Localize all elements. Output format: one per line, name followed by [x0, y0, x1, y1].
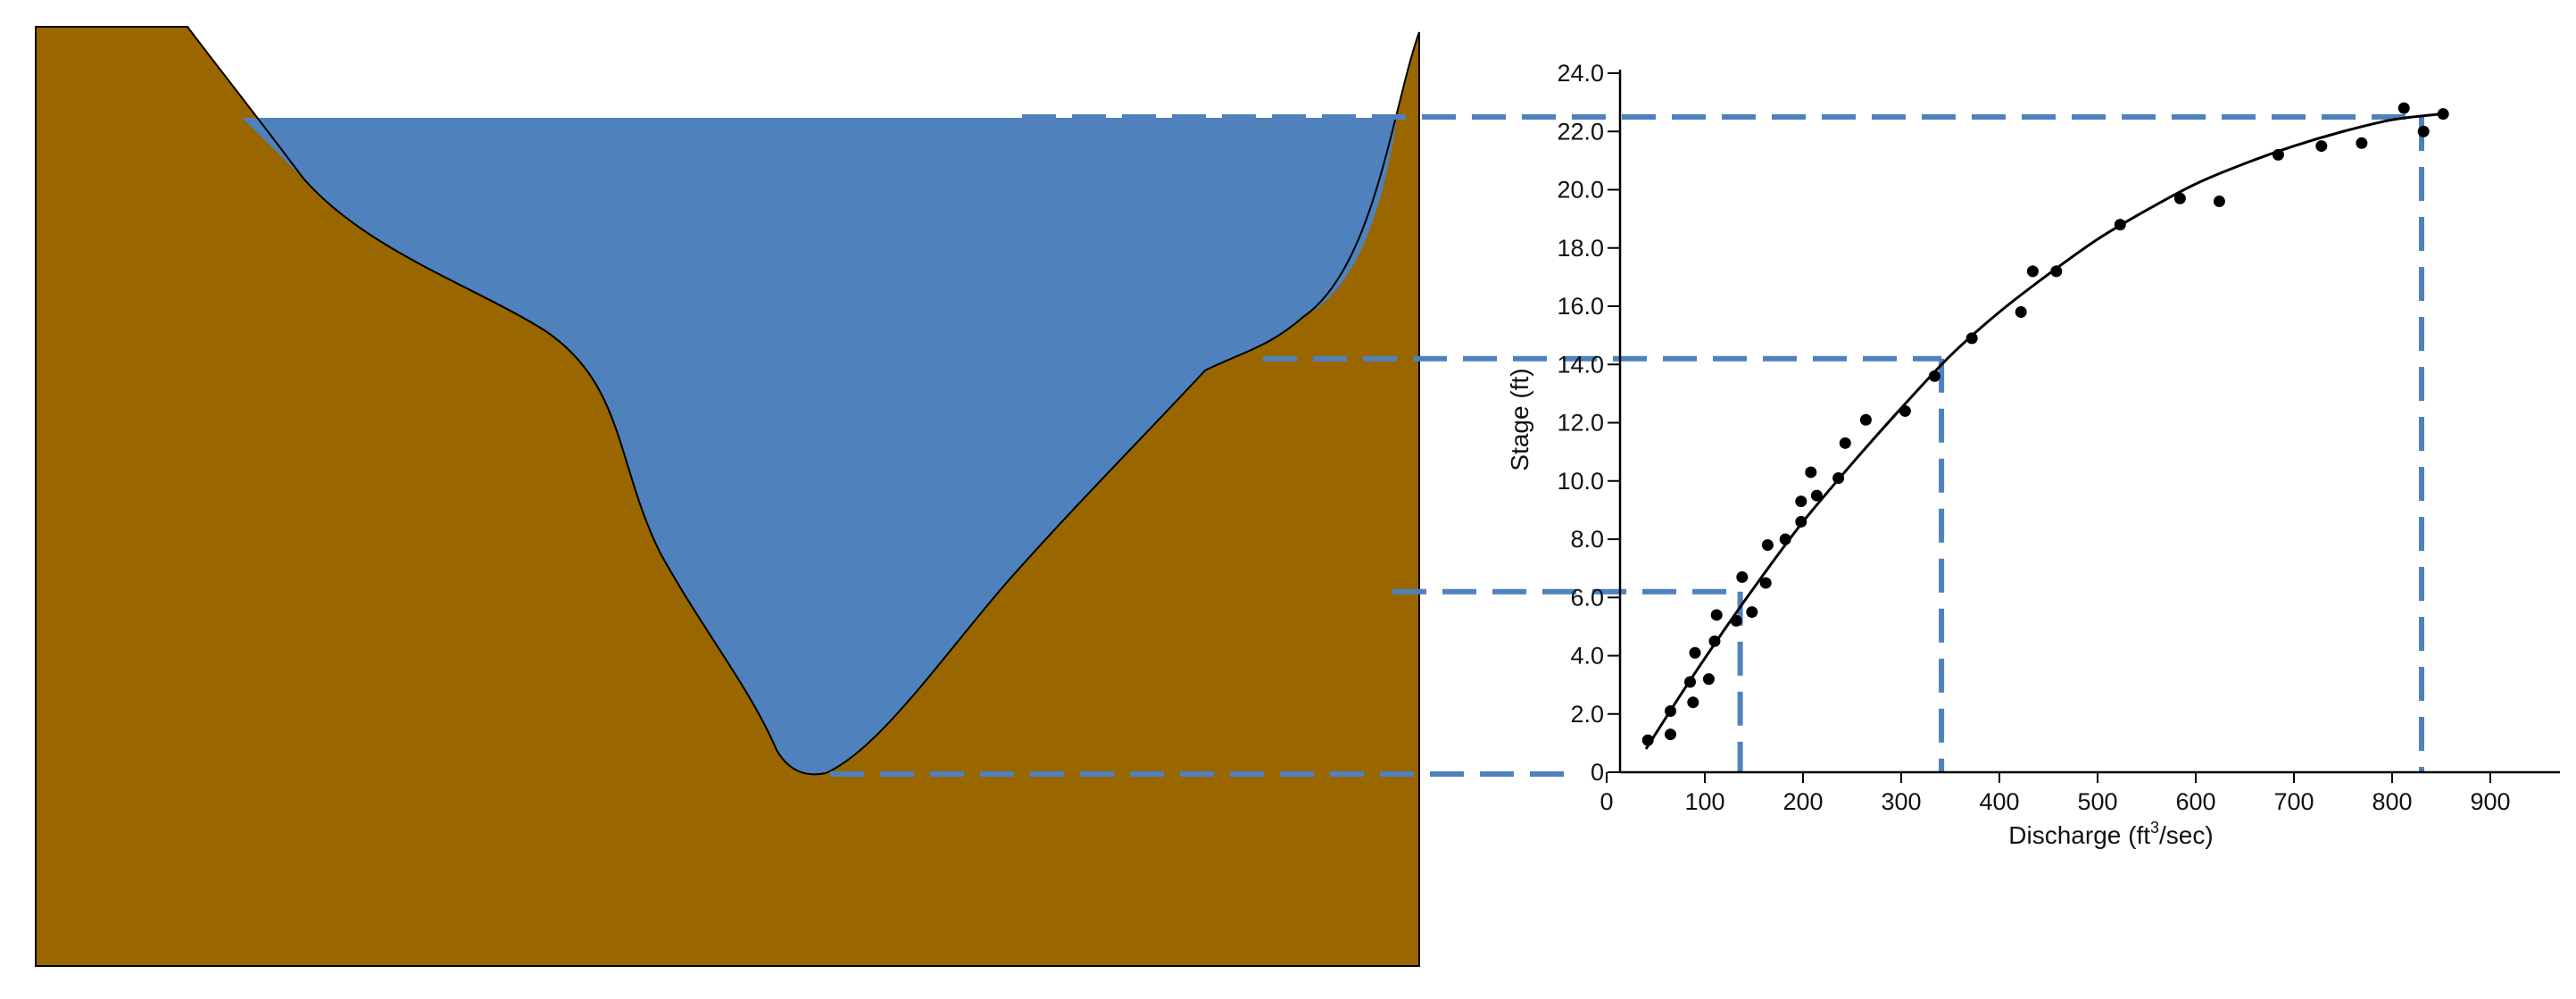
x-tick-label: 200 — [1782, 788, 1823, 815]
y-tick-label: 4.0 — [1570, 643, 1604, 670]
data-point — [2356, 137, 2368, 149]
data-point — [2026, 265, 2039, 278]
x-tick-label: 300 — [1881, 788, 1921, 815]
data-point — [1832, 471, 1845, 484]
x-tick-label: 600 — [2175, 788, 2215, 815]
y-tick-label: 2.0 — [1570, 701, 1604, 728]
y-tick-label: 0 — [1591, 759, 1604, 786]
y-tick-label: 18.0 — [1557, 235, 1604, 262]
y-tick-label: 16.0 — [1557, 293, 1604, 320]
y-tick-label: 14.0 — [1557, 351, 1604, 378]
data-point — [1641, 734, 1654, 746]
x-tick-label: 0 — [1600, 788, 1613, 815]
data-point — [1859, 413, 1872, 426]
x-tick-label: 700 — [2273, 788, 2314, 815]
river-cross-section — [35, 26, 1420, 967]
data-point — [2315, 140, 2328, 153]
data-point — [1687, 696, 1699, 709]
y-tick-label: 8.0 — [1570, 526, 1604, 553]
data-point — [1795, 495, 1807, 508]
data-point — [2050, 265, 2063, 278]
data-point — [2417, 125, 2430, 137]
data-point — [1665, 704, 1676, 717]
fitted-rating-curve — [1644, 112, 2442, 750]
data-point — [2437, 108, 2449, 121]
data-point — [2397, 102, 2410, 114]
data-points — [1641, 102, 2449, 746]
data-point — [1805, 466, 1817, 479]
x-axis-title: Discharge (ft3/sec) — [2008, 819, 2213, 849]
ground-outline — [35, 26, 1420, 967]
data-point — [1689, 646, 1701, 659]
y-tick-label: 24.0 — [1557, 60, 1604, 87]
x-tick-label: 900 — [2470, 788, 2510, 815]
data-point — [1779, 533, 1791, 545]
y-tick-label: 22.0 — [1557, 118, 1604, 145]
x-tick-label: 800 — [2372, 788, 2412, 815]
data-point — [1746, 606, 1758, 619]
ground-profile — [36, 27, 1419, 966]
data-point — [2114, 219, 2126, 231]
y-axis-title: Stage (ft) — [1506, 368, 1533, 470]
data-point — [1839, 437, 1851, 449]
y-tick-label: 10.0 — [1557, 468, 1604, 495]
data-point — [1665, 728, 1676, 741]
data-point — [1761, 539, 1774, 552]
y-axis-ticks: 0 2.0 4.0 6.0 8.0 10.0 12.0 14.0 16.0 18.0 20.0 22.… — [1557, 60, 1620, 786]
data-point — [2173, 192, 2186, 204]
data-point — [1710, 609, 1723, 621]
data-point — [1899, 404, 1911, 417]
guide-lines — [830, 113, 2424, 777]
data-point — [1928, 370, 1940, 382]
x-tick-label: 400 — [1979, 788, 2019, 815]
data-point — [1708, 635, 1721, 647]
water-body — [242, 118, 1397, 775]
y-tick-label: 6.0 — [1570, 584, 1604, 611]
data-point — [1730, 614, 1742, 627]
data-point — [1810, 489, 1823, 502]
data-point — [1965, 332, 1978, 345]
x-tick-label: 100 — [1684, 788, 1724, 815]
y-tick-label: 12.0 — [1557, 410, 1604, 437]
data-point — [1759, 577, 1772, 589]
x-axis-ticks: 0 100 200 300 400 500 600 700 800 900 — [1600, 772, 2511, 815]
rating-curve-chart: 0 2.0 4.0 6.0 8.0 10.0 12.0 14.0 16.0 18.0 20.0 22.… — [1506, 60, 2560, 849]
data-point — [2015, 306, 2027, 319]
data-point — [2272, 148, 2284, 161]
y-tick-label: 20.0 — [1557, 177, 1604, 204]
data-point — [2213, 196, 2225, 208]
data-point — [1702, 673, 1715, 686]
data-point — [1684, 676, 1696, 688]
data-point — [1795, 515, 1807, 528]
data-point — [1736, 570, 1749, 583]
x-tick-label: 500 — [2077, 788, 2117, 815]
